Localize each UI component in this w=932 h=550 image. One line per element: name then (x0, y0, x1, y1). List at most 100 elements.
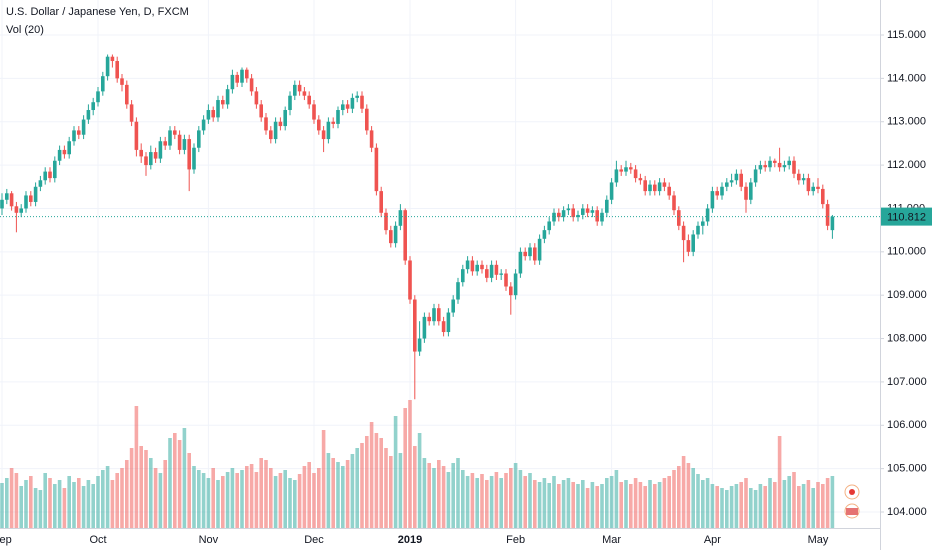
candle-body (768, 160, 772, 168)
volume-bar (168, 438, 172, 528)
candle-body (14, 206, 19, 213)
candle-body (120, 78, 124, 85)
volume-bar (417, 433, 422, 528)
candle-body (456, 282, 460, 300)
candle-body (715, 191, 719, 196)
candle-body (345, 104, 350, 109)
volume-bar (691, 468, 695, 528)
volume-bar (278, 473, 283, 528)
candle-body (29, 195, 33, 202)
candle-body (197, 130, 201, 148)
volume-bar (53, 484, 57, 528)
candle-body (773, 160, 777, 163)
volume-bar (710, 484, 715, 528)
volume-bar (129, 448, 134, 528)
volume-bar (288, 478, 292, 528)
candle-body (782, 165, 787, 168)
volume-bar (355, 448, 359, 528)
volume-bar (120, 468, 124, 528)
volume-title: Vol (20) (6, 24, 44, 36)
candle-body (480, 264, 484, 270)
candle-body (806, 178, 811, 192)
candle-body (681, 225, 686, 241)
candle-body (125, 84, 129, 105)
volume-bar (173, 433, 177, 528)
volume-bar (163, 460, 167, 528)
volume-bar (787, 476, 791, 528)
candle-body (110, 56, 115, 62)
candle-body (657, 182, 662, 192)
volume-bar (547, 483, 551, 528)
volume-bar (672, 470, 676, 528)
flag-icon (846, 508, 858, 515)
volume-bar (825, 478, 830, 528)
candle-body (24, 195, 28, 209)
candle-body (475, 264, 479, 272)
candle-body (739, 173, 743, 187)
volume-bar (705, 478, 710, 528)
volume-bar (701, 480, 705, 528)
candle-body (341, 104, 345, 111)
volume-bar (341, 466, 345, 528)
candle-body (705, 208, 710, 222)
volume-bar (475, 478, 479, 528)
volume-bar (317, 468, 321, 528)
candle-body (144, 156, 148, 166)
candle-body (533, 247, 537, 261)
volume-bar (504, 473, 508, 528)
volume-bar (9, 468, 14, 528)
volume-bar (830, 476, 835, 528)
candle-body (96, 91, 100, 103)
candle-body (182, 139, 187, 150)
x-tick-label: 2019 (398, 534, 422, 546)
volume-bar (758, 484, 763, 528)
volume-bar (446, 472, 451, 528)
candle-body (379, 191, 383, 213)
candle-body (149, 152, 153, 166)
candle-body (638, 178, 643, 181)
volume-bar (653, 484, 657, 528)
volume-bar (614, 470, 619, 528)
candle-body (72, 130, 76, 142)
candle-body (734, 173, 739, 181)
volume-bar (811, 488, 815, 528)
volume-bar (806, 480, 811, 528)
candle-body (701, 221, 705, 226)
volume-bar (254, 472, 259, 528)
candle-body (57, 149, 62, 161)
candle-body (38, 180, 43, 187)
volume-bar (393, 416, 398, 528)
volume-bar (729, 486, 734, 528)
volume-bar (595, 486, 599, 528)
volume-bar (600, 484, 604, 528)
volume-bar (432, 468, 436, 528)
volume-bar (624, 480, 628, 528)
volume-bar (144, 450, 148, 528)
candle-body (441, 321, 446, 333)
candle-body (821, 188, 825, 205)
volume-bar (470, 473, 475, 528)
volume-bar (677, 466, 681, 528)
volume-bar (235, 473, 239, 528)
candle-body (763, 165, 767, 168)
candle-body (725, 182, 729, 187)
volume-bar (115, 473, 119, 528)
volume-bar (523, 476, 527, 528)
candle-body (528, 247, 532, 257)
candle-body (571, 208, 575, 218)
volume-bar (307, 462, 311, 528)
candle-body (581, 208, 585, 215)
volume-bar (43, 473, 47, 528)
volume-bar (461, 470, 465, 528)
y-tick-label: 108.000 (887, 332, 927, 344)
volume-bar (29, 476, 33, 528)
candle-body (494, 264, 499, 275)
volume-bar (633, 478, 638, 528)
candle-body (43, 171, 47, 181)
volume-bar (715, 486, 719, 528)
volume-bar (216, 480, 220, 528)
candle-body (585, 208, 590, 213)
y-tick-label: 115.000 (887, 29, 926, 41)
volume-bar (225, 472, 230, 528)
candle-body (614, 169, 619, 183)
